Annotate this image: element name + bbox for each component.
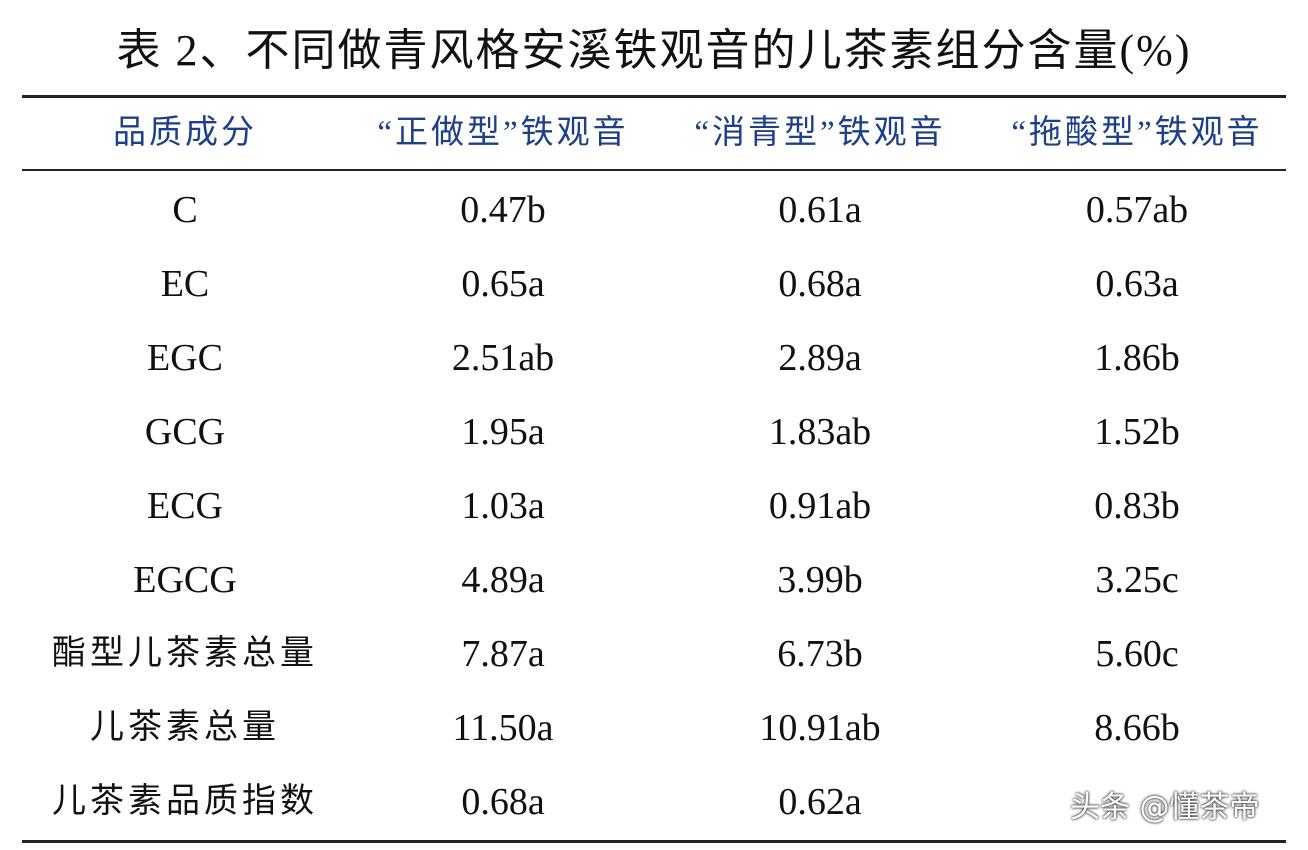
table-cell: 0.65a	[461, 263, 545, 305]
column-header: “消青型”铁观音	[694, 115, 946, 151]
table-cell: 1.03a	[461, 485, 545, 527]
row-label: 儿茶素品质指数	[52, 783, 318, 820]
table-cell: 2.51ab	[451, 337, 555, 379]
row-label: C	[172, 189, 198, 231]
table-cell: 1.86b	[1094, 337, 1180, 379]
table-cell: 11.50a	[452, 707, 554, 749]
table-title: 表 2、不同做青风格安溪铁观音的儿茶素组分含量(%)	[116, 26, 1192, 75]
table-cell: 8.66b	[1094, 707, 1180, 749]
table-cell: 1.83ab	[768, 411, 872, 453]
table-cell: 0.63a	[1095, 263, 1179, 305]
table-cell: 0.61a	[778, 189, 862, 231]
row-label: ECG	[147, 485, 223, 527]
top-rule	[22, 95, 1286, 98]
table-cell: 4.89a	[461, 559, 545, 601]
table-cell: 1.95a	[461, 411, 545, 453]
table-cell: 5.60c	[1095, 633, 1179, 675]
row-label: EGC	[147, 337, 223, 379]
table-cell: 0.68a	[778, 263, 862, 305]
watermark: 头条 @懂茶帝	[1070, 790, 1260, 825]
table-cell: 0.57ab	[1085, 189, 1189, 231]
table-cell: 0.91ab	[768, 485, 872, 527]
bottom-rule	[22, 840, 1286, 843]
table-cell: 0.47b	[460, 189, 546, 231]
table-cell: 7.87a	[461, 633, 545, 675]
row-label: EGCG	[133, 559, 237, 601]
column-header: 品质成分	[113, 115, 257, 151]
table-cell: 3.25c	[1095, 559, 1179, 601]
table-cell: 0.68a	[461, 781, 545, 823]
header-rule	[22, 169, 1286, 171]
table-cell: 2.89a	[778, 337, 862, 379]
table-cell: 3.99b	[777, 559, 863, 601]
row-label: GCG	[144, 411, 226, 453]
column-header: “正做型”铁观音	[377, 115, 629, 151]
row-label: EC	[160, 263, 210, 305]
table-cell: 1.52b	[1094, 411, 1180, 453]
table-cell: 10.91ab	[759, 707, 881, 749]
table-cell: 0.62a	[778, 781, 862, 823]
table-cell: 0.83b	[1094, 485, 1180, 527]
row-label: 儿茶素总量	[90, 709, 280, 746]
row-label: 酯型儿茶素总量	[52, 635, 318, 672]
column-header: “拖酸型”铁观音	[1011, 115, 1263, 151]
table-cell: 6.73b	[777, 633, 863, 675]
